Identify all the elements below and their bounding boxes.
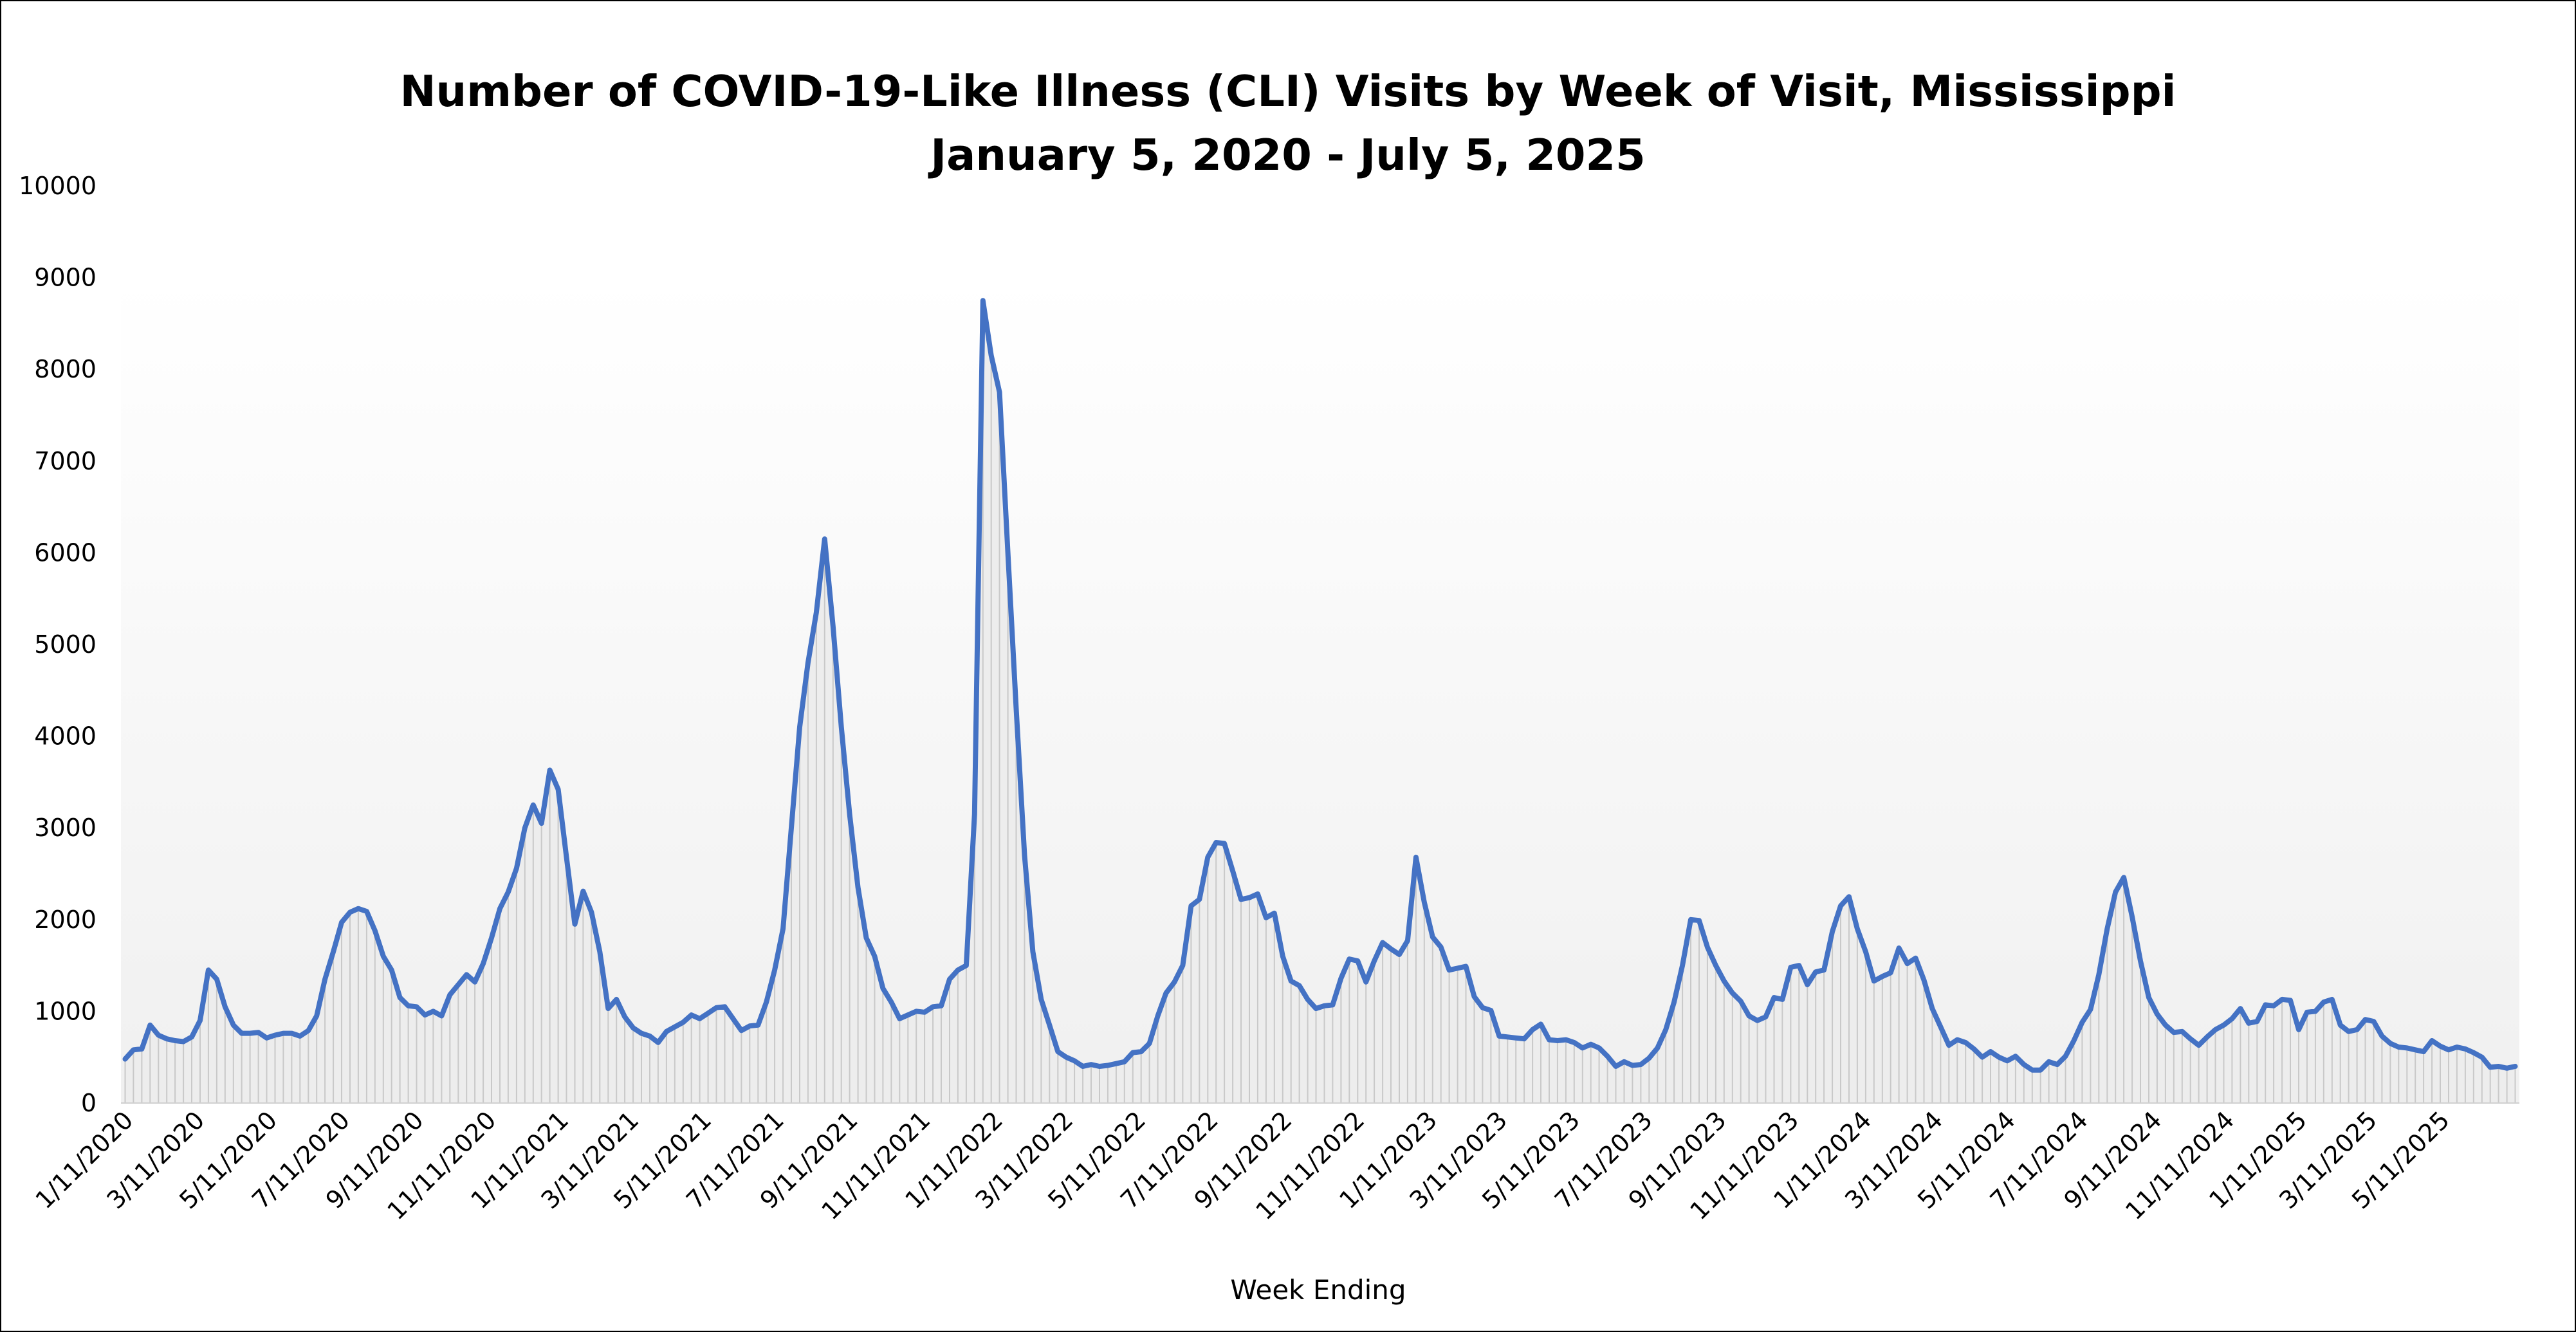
chart-title: Number of COVID-19-Like Illness (CLI) Vi… <box>400 66 2176 116</box>
drop-lines-group <box>124 300 2516 1103</box>
y-tick-label: 10000 <box>19 172 97 200</box>
y-tick-label: 7000 <box>34 447 97 475</box>
series-line <box>122 298 2518 1073</box>
y-tick-label: 9000 <box>34 264 97 292</box>
x-axis-title: Week Ending <box>1230 1274 1406 1306</box>
y-tick-label: 5000 <box>34 630 97 659</box>
series-area <box>125 300 2516 1103</box>
y-tick-label: 0 <box>81 1089 97 1117</box>
y-axis-ticks: 0 1000 2000 3000 4000 5000 6000 7000 8000 9000 100… <box>19 172 97 1117</box>
series-line-group <box>122 298 2518 1073</box>
y-tick-label: 2000 <box>34 906 97 934</box>
x-axis-ticks: 1/11/20203/11/20205/11/20207/11/20209/11… <box>30 1106 2455 1225</box>
y-tick-label: 1000 <box>34 997 97 1025</box>
y-tick-label: 8000 <box>34 355 97 383</box>
chart-subtitle: January 5, 2020 - July 5, 2025 <box>928 130 1646 180</box>
y-tick-label: 3000 <box>34 814 97 842</box>
area-fill-group <box>125 300 2516 1103</box>
y-tick-label: 6000 <box>34 538 97 567</box>
y-tick-label: 4000 <box>34 722 97 751</box>
